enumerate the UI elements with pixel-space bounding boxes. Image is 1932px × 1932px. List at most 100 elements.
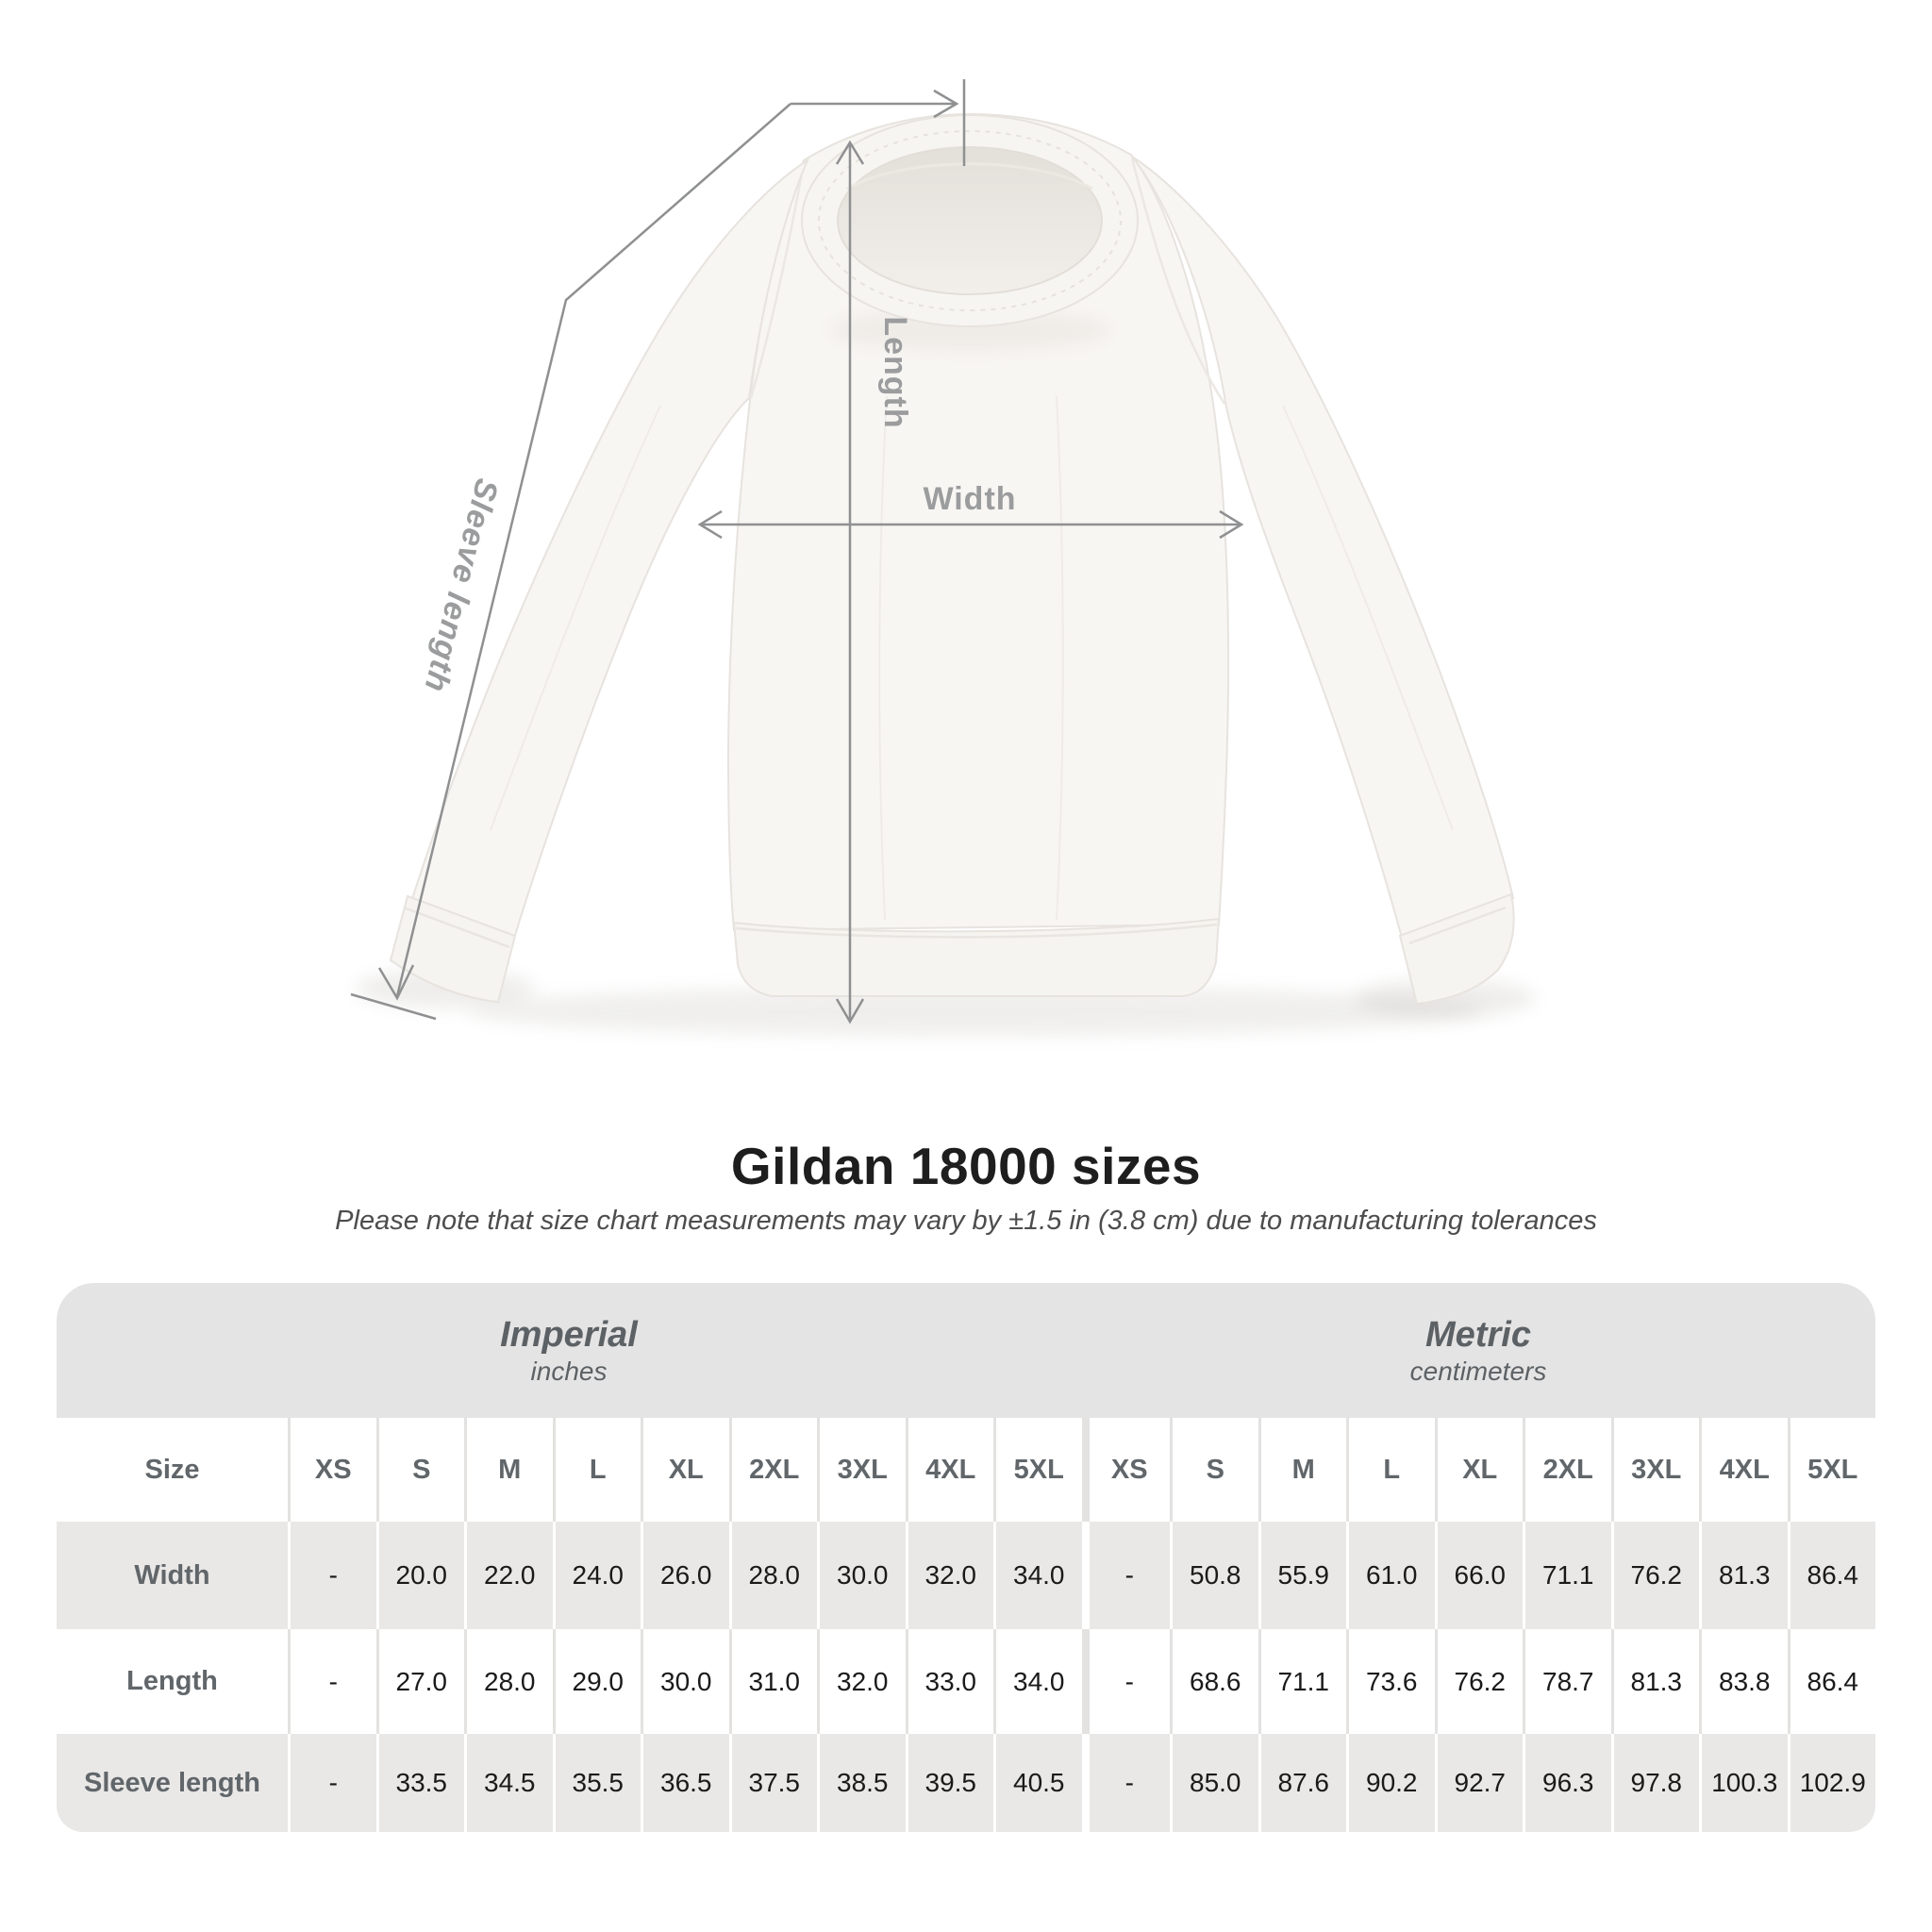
page-title: Gildan 18000 sizes	[730, 1137, 1202, 1195]
collar	[801, 114, 1139, 351]
measurement-cell: 26.0	[641, 1522, 729, 1629]
measurement-cell: 28.0	[464, 1629, 553, 1734]
measurement-cell: 28.0	[728, 1522, 817, 1629]
hem-ribbing	[732, 917, 1221, 997]
row-label: Length	[57, 1629, 288, 1734]
sleeve-length-arrow	[350, 103, 791, 1021]
size-header-cell: 3XL	[1610, 1418, 1699, 1522]
measurement-cell: 71.1	[1523, 1522, 1611, 1629]
sweatshirt-diagram: Length Width Sleeve length	[350, 79, 1535, 1036]
size-header-cell: S	[375, 1418, 464, 1522]
unit-group-band: Imperial inches Metric centimeters	[57, 1283, 1875, 1418]
size-header-cell: XL	[1434, 1418, 1523, 1522]
measurement-annotations	[350, 79, 1244, 1024]
width-label: Width	[923, 481, 1016, 517]
measurement-cell: 39.5	[905, 1734, 993, 1832]
tolerance-note: Please note that size chart measurements…	[335, 1206, 1597, 1236]
measurement-cell: 97.8	[1610, 1734, 1699, 1832]
measurement-cell: 32.0	[905, 1522, 993, 1629]
measurement-cell: 86.4	[1787, 1629, 1875, 1734]
size-table: Imperial inches Metric centimeters Size X…	[57, 1283, 1875, 1832]
measurement-cell: 66.0	[1434, 1522, 1523, 1629]
size-column-header: Size	[57, 1418, 288, 1522]
measurement-cell: 40.5	[993, 1734, 1082, 1832]
measurement-cell: 27.0	[375, 1629, 464, 1734]
measurement-cell: 92.7	[1434, 1734, 1523, 1832]
measurement-cell: 81.3	[1699, 1522, 1788, 1629]
measurement-cell: 38.5	[817, 1734, 906, 1832]
shoulder-arrow	[791, 79, 966, 166]
measurement-cell: 34.0	[993, 1629, 1082, 1734]
imperial-unit: inches	[530, 1356, 608, 1386]
measurement-cell: 73.6	[1346, 1629, 1435, 1734]
size-header-cell: M	[464, 1418, 553, 1522]
measurement-cell: 30.0	[817, 1522, 906, 1629]
measurement-cell: -	[288, 1522, 376, 1629]
measurement-cell: 96.3	[1523, 1734, 1611, 1832]
size-header-cell: S	[1170, 1418, 1258, 1522]
measurement-cell: 55.9	[1257, 1522, 1346, 1629]
left-sleeve	[389, 158, 810, 1004]
metric-unit: centimeters	[1409, 1356, 1547, 1386]
imperial-label: Imperial	[500, 1314, 638, 1355]
garment-body	[726, 112, 1230, 932]
measurement-cell: 33.0	[905, 1629, 993, 1734]
measurement-cell: 83.8	[1699, 1629, 1788, 1734]
measurement-cell: 87.6	[1257, 1734, 1346, 1832]
measurement-cell: 32.0	[817, 1629, 906, 1734]
row-label: Sleeve length	[57, 1734, 288, 1832]
size-grid: Size XS S M L XL 2XL 3XL 4XL 5XL XS S M L XL 2XL 3XL 4XL 5…	[57, 1418, 1875, 1832]
measurement-cell: 34.5	[464, 1734, 553, 1832]
measurement-cell: 31.0	[728, 1629, 817, 1734]
measurement-cell: 37.5	[728, 1734, 817, 1832]
measurement-cell: 22.0	[464, 1522, 553, 1629]
size-header-cell: 4XL	[1699, 1418, 1788, 1522]
size-header-cell: L	[552, 1418, 641, 1522]
left-cuff	[389, 894, 517, 1004]
group-header-metric: Metric centimeters	[1081, 1283, 1875, 1418]
measurement-cell: 76.2	[1610, 1522, 1699, 1629]
measurement-cell: -	[1081, 1629, 1170, 1734]
measurement-cell: 90.2	[1346, 1734, 1435, 1832]
measurement-cell: 81.3	[1610, 1629, 1699, 1734]
size-header-cell: XS	[1081, 1418, 1170, 1522]
size-header-cell: XS	[288, 1418, 376, 1522]
sleeve-length-label: Sleeve length	[417, 475, 505, 695]
measurement-cell: 68.6	[1170, 1629, 1258, 1734]
measurement-cell: -	[1081, 1734, 1170, 1832]
size-header-cell: 2XL	[728, 1418, 817, 1522]
measurement-cell: 76.2	[1434, 1629, 1523, 1734]
measurement-cell: 35.5	[552, 1734, 641, 1832]
measurement-cell: 29.0	[552, 1629, 641, 1734]
row-label: Width	[57, 1522, 288, 1629]
size-header-cell: 3XL	[817, 1418, 906, 1522]
measurement-cell: 24.0	[552, 1522, 641, 1629]
measurement-cell: 36.5	[641, 1734, 729, 1832]
metric-label: Metric	[1425, 1314, 1531, 1355]
size-header-cell: 5XL	[993, 1418, 1082, 1522]
measurement-cell: 61.0	[1346, 1522, 1435, 1629]
measurement-cell: -	[1081, 1522, 1170, 1629]
measurement-cell: 34.0	[993, 1522, 1082, 1629]
right-sleeve	[1131, 156, 1515, 1006]
size-header-cell: 4XL	[905, 1418, 993, 1522]
measurement-cell: 102.9	[1787, 1734, 1875, 1832]
group-header-imperial: Imperial inches	[57, 1283, 1081, 1418]
measurement-cell: 20.0	[375, 1522, 464, 1629]
measurement-cell: 50.8	[1170, 1522, 1258, 1629]
measurement-cell: -	[288, 1734, 376, 1832]
measurement-cell: 30.0	[641, 1629, 729, 1734]
size-header-cell: 2XL	[1523, 1418, 1611, 1522]
measurement-cell: 33.5	[375, 1734, 464, 1832]
measurement-cell: 71.1	[1257, 1629, 1346, 1734]
measurement-cell: 78.7	[1523, 1629, 1611, 1734]
length-label: Length	[877, 316, 913, 428]
measurement-cell: 86.4	[1787, 1522, 1875, 1629]
size-header-cell: M	[1257, 1418, 1346, 1522]
measurement-cell: 100.3	[1699, 1734, 1788, 1832]
right-cuff	[1398, 892, 1515, 1006]
sweatshirt-illustration: Length Width Sleeve length	[350, 79, 1535, 1036]
size-header-cell: L	[1346, 1418, 1435, 1522]
width-arrow	[697, 509, 1244, 540]
